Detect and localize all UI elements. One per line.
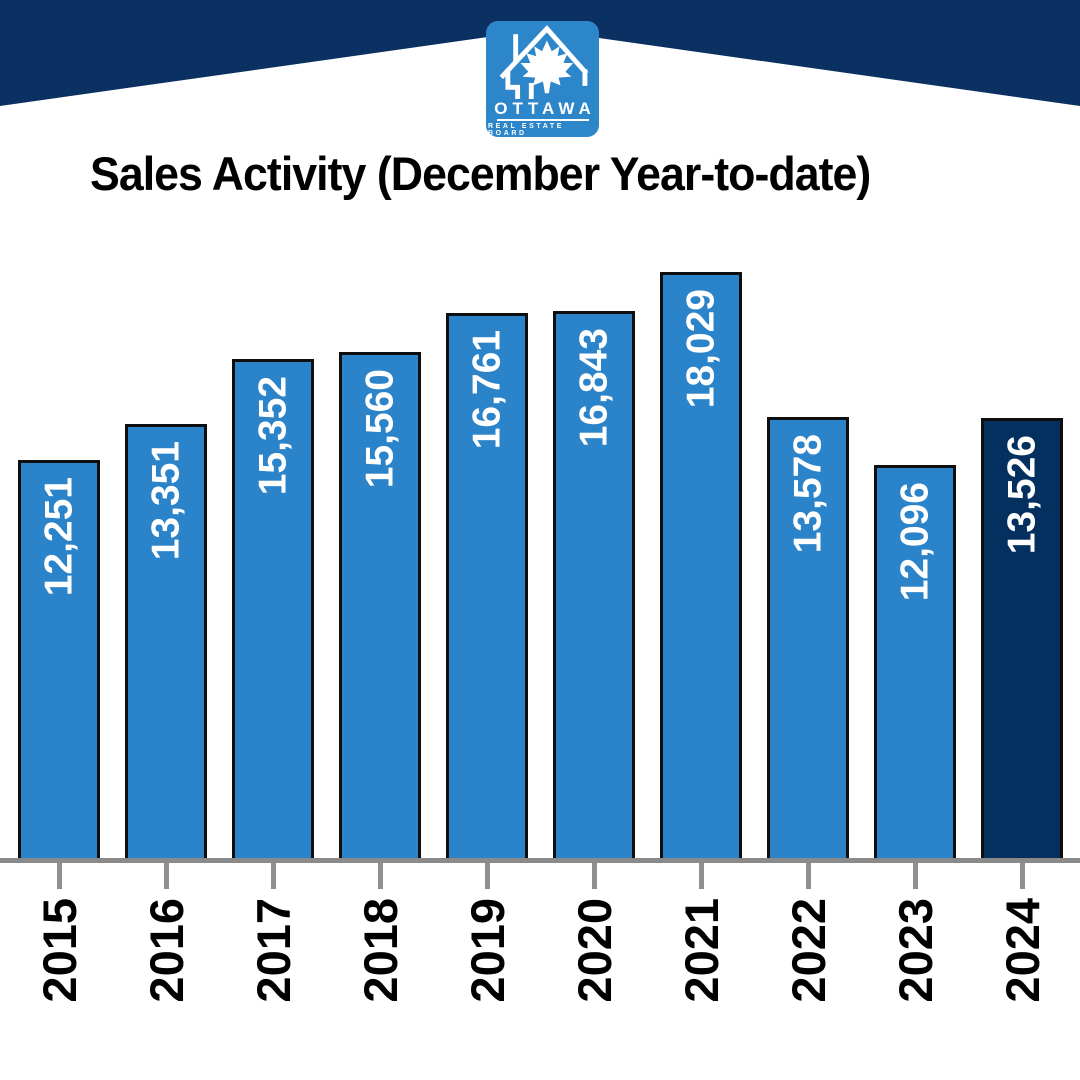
bar-2017: 15,352 [232,359,314,858]
tick-cell [446,863,528,889]
logo-org-text: OTTAWA [494,99,596,119]
label-cell: 2023 [874,898,956,1003]
axis-tick [484,863,490,889]
x-axis-label-2023: 2023 [888,898,942,1003]
x-axis-label-2020: 2020 [567,898,621,1003]
x-axis-label-2019: 2019 [460,898,514,1003]
tick-cell [232,863,314,889]
tick-cell [767,863,849,889]
maple-leaf-icon [520,40,574,94]
label-cell: 2015 [18,898,100,1003]
x-axis-label-2015: 2015 [32,898,86,1003]
bar-value-label: 15,352 [251,376,295,496]
axis-tick [56,863,62,889]
tick-cell [553,863,635,889]
house-maple-leaf-icon [499,25,589,100]
bar-2024: 13,526 [981,418,1063,858]
x-axis-label-2022: 2022 [781,898,835,1003]
axis-tick [163,863,169,889]
label-cell: 2021 [660,898,742,1003]
bar-value-label: 13,351 [144,441,188,561]
x-axis-label-2016: 2016 [139,898,193,1003]
bar-value-label: 16,761 [465,330,509,450]
logo-divider [496,119,589,121]
x-axis-ticks [18,863,1063,889]
bar-value-label: 13,578 [786,434,830,554]
label-cell: 2019 [446,898,528,1003]
label-cell: 2017 [232,898,314,1003]
bar-value-label: 12,096 [893,482,937,602]
label-cell: 2020 [553,898,635,1003]
label-cell: 2018 [339,898,421,1003]
x-axis-label-2024: 2024 [995,898,1049,1003]
bar-2015: 12,251 [18,460,100,858]
left-wall-step [505,69,521,100]
axis-tick [377,863,383,889]
x-axis-label-2017: 2017 [246,898,300,1003]
tick-cell [125,863,207,889]
bar-value-label: 13,526 [1000,435,1044,555]
logo-tagline-text: REAL ESTATE BOARD [488,123,565,137]
bar-2020: 16,843 [553,311,635,858]
tick-cell [18,863,100,889]
label-cell: 2024 [981,898,1063,1003]
bar-2023: 12,096 [874,465,956,858]
label-cell: 2022 [767,898,849,1003]
x-axis-labels: 2015 2016 2017 2018 2019 2020 2021 2022 2023 2024 [18,898,1063,1003]
bars-container: 12,251 13,351 15,352 15,560 16,761 16,843 18,0… [18,272,1063,858]
label-cell: 2016 [125,898,207,1003]
bar-value-label: 18,029 [679,289,723,409]
chart-title: Sales Activity (December Year-to-date) [90,147,871,200]
bar-2018: 15,560 [339,352,421,858]
bar-value-label: 15,560 [358,369,402,489]
bar-2016: 13,351 [125,424,207,858]
tick-cell [874,863,956,889]
axis-tick [698,863,704,889]
bar-2021: 18,029 [660,272,742,858]
axis-tick [270,863,276,889]
tick-cell [660,863,742,889]
bar-value-label: 12,251 [37,477,81,597]
axis-tick [805,863,811,889]
axis-tick [912,863,918,889]
axis-tick [1019,863,1025,889]
tick-cell [981,863,1063,889]
bar-value-label: 16,843 [572,328,616,448]
x-axis-line [0,858,1080,863]
x-axis-label-2018: 2018 [353,898,407,1003]
oreb-logo: OTTAWA REAL ESTATE BOARD [486,21,599,137]
tick-cell [339,863,421,889]
x-axis-label-2021: 2021 [674,898,728,1003]
axis-tick [591,863,597,889]
bar-2019: 16,761 [446,313,528,858]
bar-2022: 13,578 [767,417,849,858]
